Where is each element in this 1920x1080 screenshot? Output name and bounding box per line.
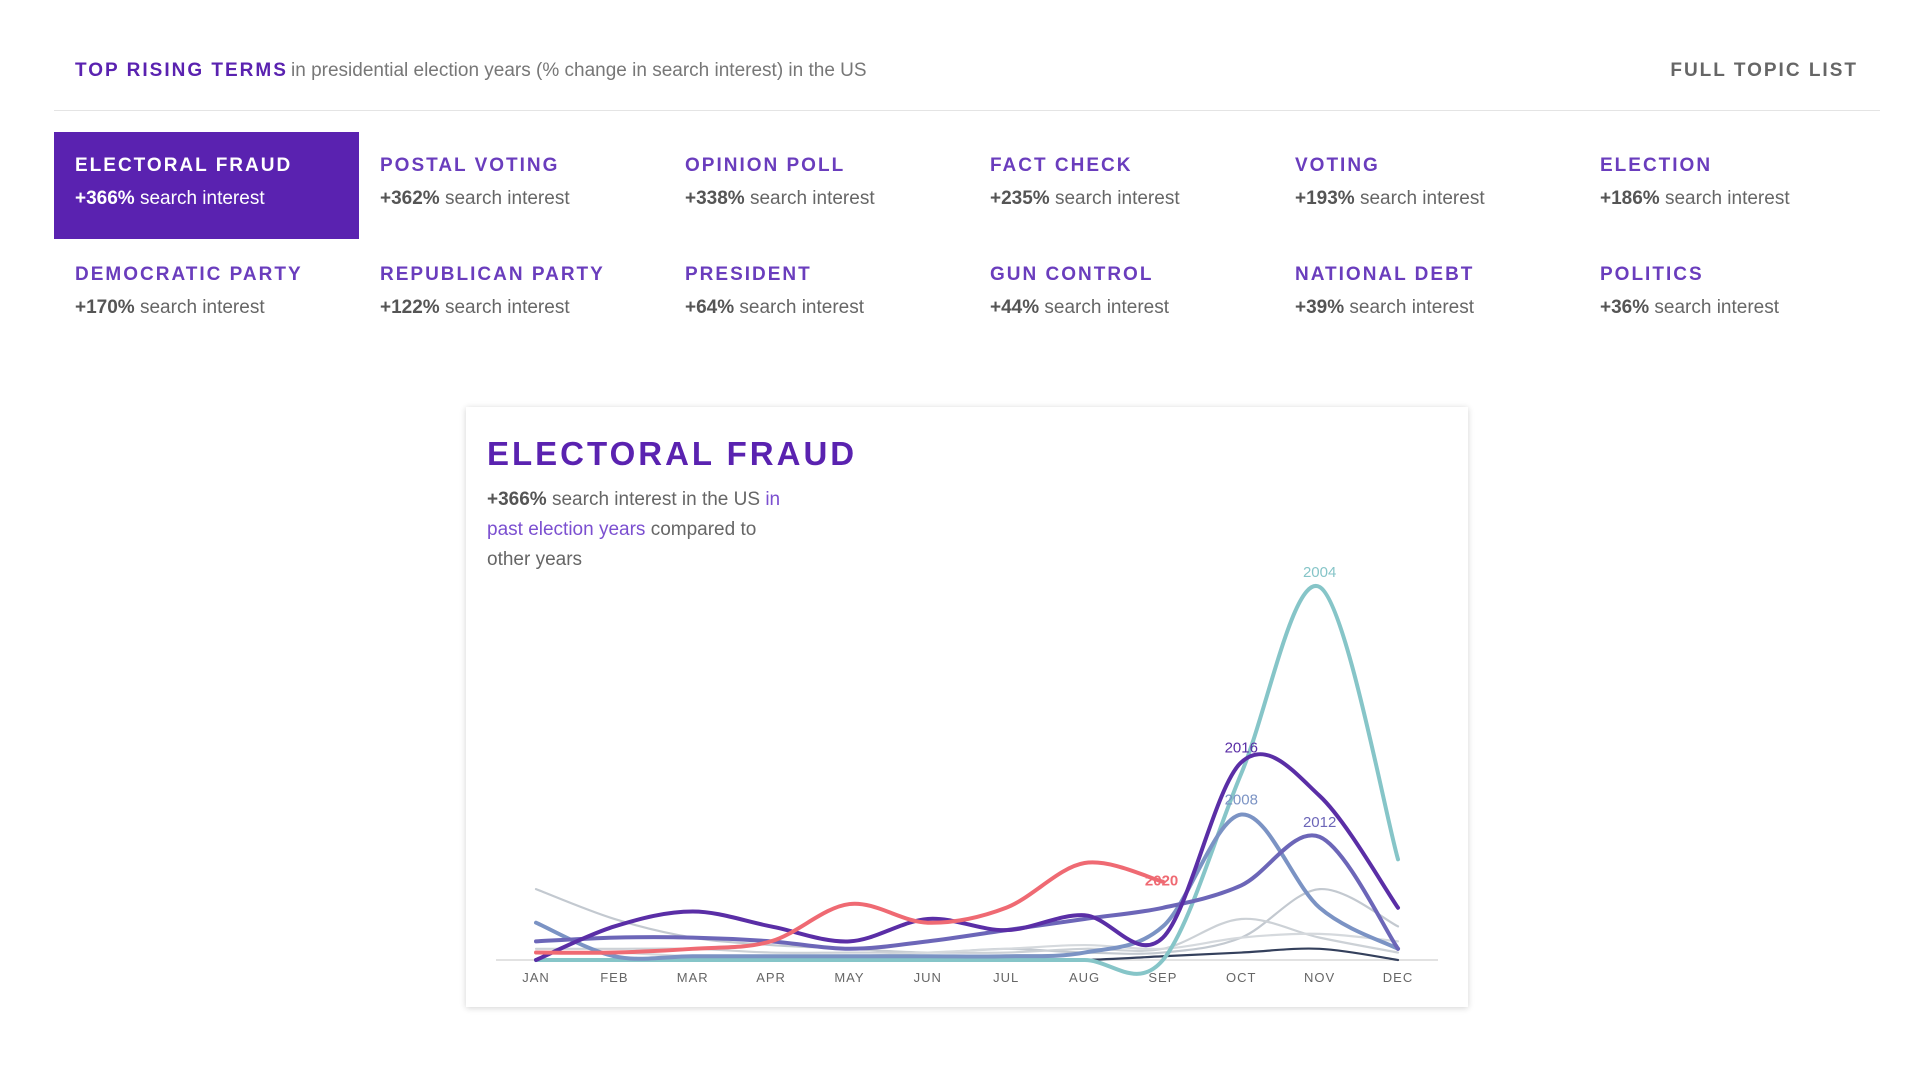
topic-suffix: search interest <box>739 297 865 318</box>
topic-name: GUN CONTROL <box>990 264 1154 285</box>
topic-change: +44% <box>990 297 1040 318</box>
topic-change-line: +193% search interest <box>1295 188 1579 210</box>
topic-name: PRESIDENT <box>685 264 812 285</box>
topic-tile[interactable]: POLITICS +36% search interest <box>1579 241 1884 348</box>
chart-subtitle: +366% search interest in the US in past … <box>487 485 787 575</box>
subtitle-rest: compared to other years <box>487 519 757 570</box>
divider <box>54 110 1880 111</box>
chart-card: ELECTORAL FRAUD +366% search interest in… <box>466 407 1468 1007</box>
topic-suffix: search interest <box>749 188 875 209</box>
topic-change: +39% <box>1295 297 1345 318</box>
x-tick-label: MAR <box>677 970 709 985</box>
series-line <box>534 584 1400 976</box>
chart-title: ELECTORAL FRAUD <box>487 435 858 472</box>
topic-name: FACT CHECK <box>990 155 1133 176</box>
topic-name: DEMOCRATIC PARTY <box>75 264 303 285</box>
series-label: 2008 <box>1225 792 1258 809</box>
topic-change: +186% <box>1600 188 1660 209</box>
x-tick-label: JUL <box>993 970 1019 985</box>
topic-change: +366% <box>75 188 135 209</box>
topic-suffix: search interest <box>1359 188 1485 209</box>
series-line <box>534 752 1400 962</box>
topic-change-line: +338% search interest <box>685 188 969 210</box>
topic-suffix: search interest <box>1654 297 1780 318</box>
topic-tile[interactable]: VOTING +193% search interest <box>1274 132 1579 239</box>
topic-tile[interactable]: NATIONAL DEBT +39% search interest <box>1274 241 1579 348</box>
x-tick-label: JUN <box>914 970 942 985</box>
topic-suffix: search interest <box>1664 188 1790 209</box>
x-tick-label: FEB <box>600 970 628 985</box>
topic-change-line: +366% search interest <box>75 188 359 210</box>
topic-suffix: search interest <box>1349 297 1475 318</box>
x-tick-label: OCT <box>1226 970 1256 985</box>
topic-name: POSTAL VOTING <box>380 155 560 176</box>
chart: JAN FEB MAR APR MAY JUN JUL AUG SEP OCT NOV DEC 2004… <box>496 564 1438 985</box>
x-tick-label: MAY <box>834 970 864 985</box>
topic-change: +362% <box>380 188 440 209</box>
topic-name: POLITICS <box>1600 264 1704 285</box>
series-line <box>534 833 1400 951</box>
x-tick-label: SEP <box>1148 970 1177 985</box>
topic-change-line: +186% search interest <box>1600 188 1884 210</box>
topic-change-line: +36% search interest <box>1600 297 1884 319</box>
subtitle-text: search interest in the US <box>551 489 761 510</box>
topic-suffix: search interest <box>444 297 570 318</box>
x-tick-label: JAN <box>522 970 550 985</box>
topic-suffix: search interest <box>139 297 265 318</box>
topic-tile[interactable]: REPUBLICAN PARTY +122% search interest <box>359 241 664 348</box>
topic-change-line: +44% search interest <box>990 297 1274 319</box>
topic-change: +122% <box>380 297 440 318</box>
topic-change-line: +362% search interest <box>380 188 664 210</box>
subtitle-link[interactable]: in past election years <box>487 489 781 540</box>
topic-suffix: search interest <box>1044 297 1170 318</box>
topic-name: ELECTION <box>1600 155 1713 176</box>
topic-name: OPINION POLL <box>685 155 846 176</box>
topic-name: VOTING <box>1295 155 1380 176</box>
x-tick-label: NOV <box>1304 970 1335 985</box>
topic-tile[interactable]: OPINION POLL +338% search interest <box>664 132 969 239</box>
series-label: 2012 <box>1303 814 1336 831</box>
change: +366% <box>487 489 547 510</box>
topic-change: +235% <box>990 188 1050 209</box>
topic-change-line: +235% search interest <box>990 188 1274 210</box>
series-line <box>534 860 1165 955</box>
topic-suffix: search interest <box>444 188 570 209</box>
topic-name: ELECTORAL FRAUD <box>75 155 293 176</box>
topic-name: NATIONAL DEBT <box>1295 264 1475 285</box>
x-tick-label: DEC <box>1383 970 1413 985</box>
topic-change: +64% <box>685 297 735 318</box>
topic-tile[interactable]: ELECTION +186% search interest <box>1579 132 1884 239</box>
topic-tile[interactable]: GUN CONTROL +44% search interest <box>969 241 1274 348</box>
topic-tile[interactable]: POSTAL VOTING +362% search interest <box>359 132 664 239</box>
topic-tile[interactable]: PRESIDENT +64% search interest <box>664 241 969 348</box>
series-label: 2016 <box>1225 739 1258 756</box>
topic-change-line: +64% search interest <box>685 297 969 319</box>
topic-change: +338% <box>685 188 745 209</box>
series-label: 2020 <box>1145 873 1178 890</box>
header-title: TOP RISING TERMS <box>75 60 288 81</box>
x-tick-label: AUG <box>1069 970 1100 985</box>
header-subtitle: in presidential election years (% change… <box>291 60 867 81</box>
topic-change-line: +122% search interest <box>380 297 664 319</box>
topic-suffix: search interest <box>139 188 265 209</box>
x-tick-label: APR <box>756 970 786 985</box>
topic-name: REPUBLICAN PARTY <box>380 264 605 285</box>
topic-change-line: +170% search interest <box>75 297 359 319</box>
topic-tile[interactable]: FACT CHECK +235% search interest <box>969 132 1274 239</box>
topic-tile[interactable]: DEMOCRATIC PARTY +170% search interest <box>54 241 359 348</box>
topic-change: +170% <box>75 297 135 318</box>
series-line <box>534 812 1400 961</box>
topic-suffix: search interest <box>1054 188 1180 209</box>
topic-tile[interactable]: ELECTORAL FRAUD +366% search interest <box>54 132 359 239</box>
topic-change-line: +39% search interest <box>1295 297 1579 319</box>
topic-change: +193% <box>1295 188 1355 209</box>
topic-change: +36% <box>1600 297 1650 318</box>
full-topic-link[interactable]: FULL TOPIC LIST <box>1670 60 1858 81</box>
series-label: 2004 <box>1303 564 1336 581</box>
